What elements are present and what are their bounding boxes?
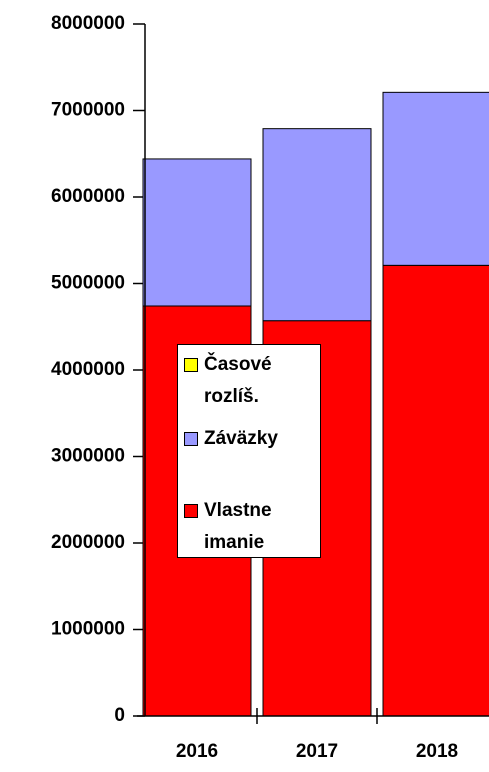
- legend-entry: Vlastne imanie: [184, 495, 314, 559]
- bar-segment: [262, 128, 372, 322]
- x-tick-label: 2018: [416, 741, 458, 762]
- legend-label: Záväzky: [204, 428, 278, 449]
- legend-swatch: [184, 432, 198, 446]
- bar-segment: [382, 264, 489, 717]
- y-tick-label: 6000000: [51, 186, 125, 207]
- bar-segment: [382, 91, 489, 266]
- legend: Časové rozlíš. Záväzky Vlastne imanie: [177, 344, 321, 558]
- legend-entry: Časové rozlíš.: [184, 349, 314, 413]
- y-tick-label: 0: [114, 705, 125, 726]
- legend-label: Vlastne imanie: [204, 500, 272, 553]
- y-tick-label: 7000000: [51, 100, 125, 121]
- legend-label: Časové rozlíš.: [204, 354, 272, 407]
- y-tick-label: 4000000: [51, 359, 125, 380]
- x-tick-label: 2016: [176, 741, 218, 762]
- x-tick-label: 2017: [296, 741, 338, 762]
- bar-segment: [142, 158, 252, 307]
- legend-entry: Záväzky: [184, 423, 314, 455]
- legend-swatch: [184, 504, 198, 518]
- y-tick-label: 2000000: [51, 532, 125, 553]
- y-tick-label: 1000000: [51, 619, 125, 640]
- y-tick-label: 5000000: [51, 273, 125, 294]
- legend-swatch: [184, 358, 198, 372]
- y-tick-label: 3000000: [51, 446, 125, 467]
- y-tick-label: 8000000: [51, 13, 125, 34]
